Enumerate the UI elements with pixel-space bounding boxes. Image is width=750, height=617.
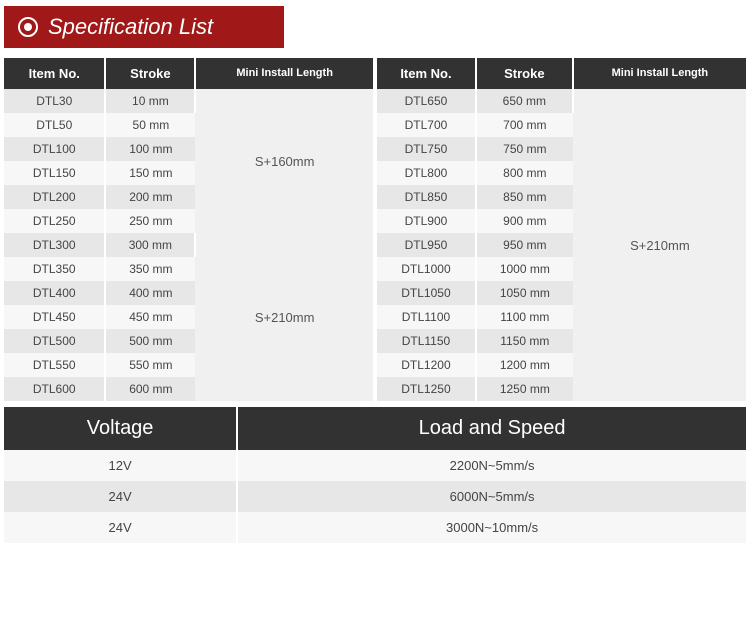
table-row: DTL650650 mmS+210mm bbox=[377, 89, 746, 113]
cell-stroke: 250 mm bbox=[105, 209, 195, 233]
cell-stroke: 200 mm bbox=[105, 185, 195, 209]
cell-stroke: 950 mm bbox=[476, 233, 573, 257]
cell-stroke: 600 mm bbox=[105, 377, 195, 401]
cell-load: 2200N~5mm/s bbox=[237, 450, 746, 481]
cell-stroke: 850 mm bbox=[476, 185, 573, 209]
cell-item: DTL1250 bbox=[377, 377, 476, 401]
cell-item: DTL100 bbox=[4, 137, 105, 161]
spec-table-left: Item No. Stroke Mini Install Length DTL3… bbox=[4, 58, 373, 401]
cell-stroke: 1100 mm bbox=[476, 305, 573, 329]
table-row: 24V3000N~10mm/s bbox=[4, 512, 746, 543]
cell-item: DTL400 bbox=[4, 281, 105, 305]
cell-item: DTL200 bbox=[4, 185, 105, 209]
col-load: Load and Speed bbox=[237, 407, 746, 450]
cell-item: DTL450 bbox=[4, 305, 105, 329]
cell-stroke: 10 mm bbox=[105, 89, 195, 113]
cell-stroke: 750 mm bbox=[476, 137, 573, 161]
cell-item: DTL350 bbox=[4, 257, 105, 281]
cell-item: DTL500 bbox=[4, 329, 105, 353]
cell-stroke: 350 mm bbox=[105, 257, 195, 281]
cell-mini-install: S+210mm bbox=[195, 233, 373, 401]
cell-item: DTL600 bbox=[4, 377, 105, 401]
cell-stroke: 1200 mm bbox=[476, 353, 573, 377]
cell-item: DTL700 bbox=[377, 113, 476, 137]
cell-item: DTL850 bbox=[377, 185, 476, 209]
spec-tables: Item No. Stroke Mini Install Length DTL3… bbox=[0, 58, 750, 401]
cell-item: DTL150 bbox=[4, 161, 105, 185]
cell-item: DTL250 bbox=[4, 209, 105, 233]
col-item: Item No. bbox=[4, 58, 105, 89]
bottom-section: Voltage Load and Speed 12V2200N~5mm/s24V… bbox=[0, 407, 750, 543]
title-banner: Specification List bbox=[4, 6, 284, 48]
cell-mini-install: S+210mm bbox=[573, 89, 746, 401]
cell-item: DTL900 bbox=[377, 209, 476, 233]
table-row: DTL300300 mmS+210mm bbox=[4, 233, 373, 257]
cell-item: DTL800 bbox=[377, 161, 476, 185]
cell-stroke: 700 mm bbox=[476, 113, 573, 137]
cell-stroke: 300 mm bbox=[105, 233, 195, 257]
cell-item: DTL650 bbox=[377, 89, 476, 113]
cell-item: DTL1200 bbox=[377, 353, 476, 377]
cell-load: 6000N~5mm/s bbox=[237, 481, 746, 512]
cell-item: DTL1150 bbox=[377, 329, 476, 353]
cell-mini-install: S+160mm bbox=[195, 89, 373, 233]
cell-item: DTL750 bbox=[377, 137, 476, 161]
cell-stroke: 1050 mm bbox=[476, 281, 573, 305]
cell-stroke: 1000 mm bbox=[476, 257, 573, 281]
cell-item: DTL30 bbox=[4, 89, 105, 113]
cell-voltage: 24V bbox=[4, 512, 237, 543]
table-row: 24V6000N~5mm/s bbox=[4, 481, 746, 512]
cell-stroke: 800 mm bbox=[476, 161, 573, 185]
cell-stroke: 100 mm bbox=[105, 137, 195, 161]
cell-stroke: 1250 mm bbox=[476, 377, 573, 401]
page-title: Specification List bbox=[48, 14, 213, 40]
cell-item: DTL1000 bbox=[377, 257, 476, 281]
table-row: 12V2200N~5mm/s bbox=[4, 450, 746, 481]
cell-stroke: 150 mm bbox=[105, 161, 195, 185]
cell-item: DTL1100 bbox=[377, 305, 476, 329]
cell-item: DTL950 bbox=[377, 233, 476, 257]
cell-stroke: 400 mm bbox=[105, 281, 195, 305]
col-stroke: Stroke bbox=[476, 58, 573, 89]
cell-stroke: 550 mm bbox=[105, 353, 195, 377]
bullet-icon bbox=[18, 17, 38, 37]
cell-stroke: 650 mm bbox=[476, 89, 573, 113]
col-item: Item No. bbox=[377, 58, 476, 89]
cell-voltage: 24V bbox=[4, 481, 237, 512]
col-mini: Mini Install Length bbox=[195, 58, 373, 89]
cell-stroke: 450 mm bbox=[105, 305, 195, 329]
cell-item: DTL50 bbox=[4, 113, 105, 137]
col-mini: Mini Install Length bbox=[573, 58, 746, 89]
col-stroke: Stroke bbox=[105, 58, 195, 89]
cell-stroke: 500 mm bbox=[105, 329, 195, 353]
table-row: DTL3010 mmS+160mm bbox=[4, 89, 373, 113]
col-voltage: Voltage bbox=[4, 407, 237, 450]
cell-item: DTL300 bbox=[4, 233, 105, 257]
cell-voltage: 12V bbox=[4, 450, 237, 481]
cell-stroke: 1150 mm bbox=[476, 329, 573, 353]
bottom-table: Voltage Load and Speed 12V2200N~5mm/s24V… bbox=[4, 407, 746, 543]
cell-load: 3000N~10mm/s bbox=[237, 512, 746, 543]
spec-table-right: Item No. Stroke Mini Install Length DTL6… bbox=[377, 58, 746, 401]
cell-stroke: 50 mm bbox=[105, 113, 195, 137]
cell-item: DTL1050 bbox=[377, 281, 476, 305]
cell-stroke: 900 mm bbox=[476, 209, 573, 233]
cell-item: DTL550 bbox=[4, 353, 105, 377]
